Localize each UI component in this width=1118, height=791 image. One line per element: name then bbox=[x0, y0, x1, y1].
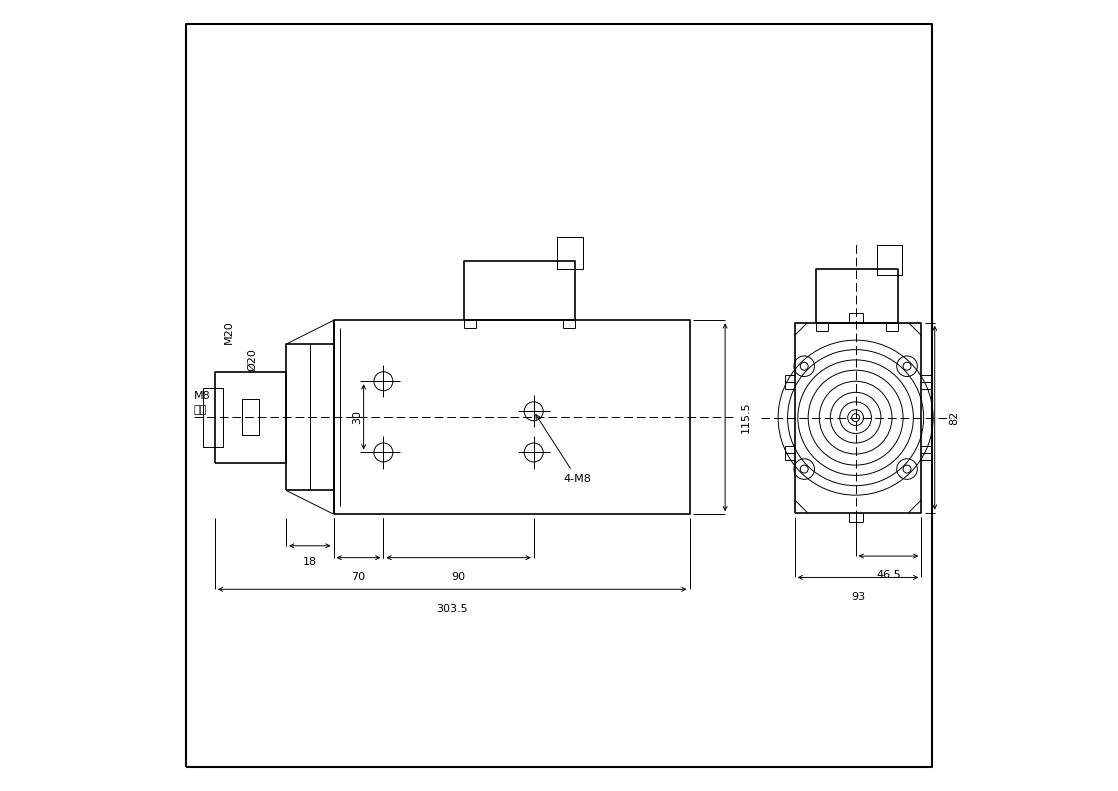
Text: 303.5: 303.5 bbox=[436, 604, 468, 614]
Text: 70: 70 bbox=[351, 572, 366, 582]
Text: 46.5: 46.5 bbox=[877, 570, 901, 581]
Text: 18: 18 bbox=[303, 557, 316, 567]
Text: M20: M20 bbox=[224, 320, 234, 344]
Text: M8: M8 bbox=[193, 391, 210, 400]
Text: 90: 90 bbox=[452, 572, 465, 582]
Text: 115.5: 115.5 bbox=[741, 402, 751, 433]
Text: 4-M8: 4-M8 bbox=[536, 414, 590, 483]
Text: Ø20: Ø20 bbox=[247, 349, 257, 371]
Text: 左旋: 左旋 bbox=[193, 405, 207, 414]
Text: 30: 30 bbox=[352, 410, 362, 424]
Text: 93: 93 bbox=[851, 592, 865, 602]
Text: 82: 82 bbox=[949, 411, 959, 425]
